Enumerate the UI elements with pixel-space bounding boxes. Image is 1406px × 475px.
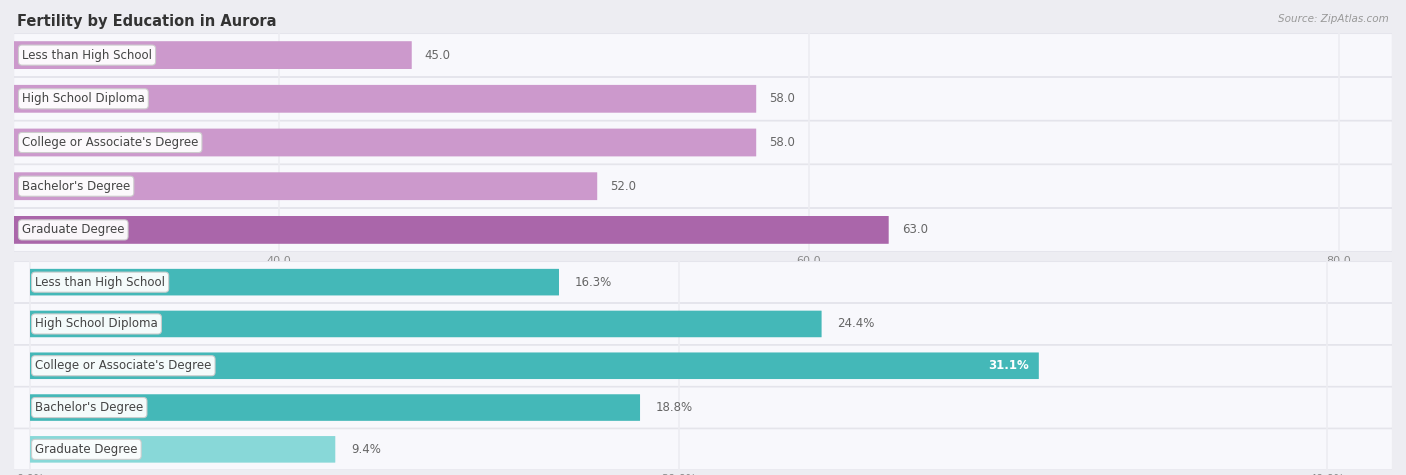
FancyBboxPatch shape <box>30 352 1039 379</box>
Text: Less than High School: Less than High School <box>22 48 152 62</box>
FancyBboxPatch shape <box>14 172 598 200</box>
Text: 9.4%: 9.4% <box>352 443 381 456</box>
FancyBboxPatch shape <box>14 41 412 69</box>
FancyBboxPatch shape <box>14 345 1392 386</box>
FancyBboxPatch shape <box>30 311 821 337</box>
Text: 31.1%: 31.1% <box>988 359 1029 372</box>
FancyBboxPatch shape <box>14 85 756 113</box>
Text: 45.0: 45.0 <box>425 48 451 62</box>
FancyBboxPatch shape <box>30 394 640 421</box>
Text: Bachelor's Degree: Bachelor's Degree <box>35 401 143 414</box>
FancyBboxPatch shape <box>14 216 889 244</box>
FancyBboxPatch shape <box>14 129 756 156</box>
Text: 58.0: 58.0 <box>769 136 796 149</box>
FancyBboxPatch shape <box>14 77 1392 120</box>
Text: Source: ZipAtlas.com: Source: ZipAtlas.com <box>1278 14 1389 24</box>
Text: 16.3%: 16.3% <box>575 276 612 289</box>
Text: 63.0: 63.0 <box>901 223 928 237</box>
Text: Bachelor's Degree: Bachelor's Degree <box>22 180 131 193</box>
FancyBboxPatch shape <box>14 262 1392 303</box>
Text: Graduate Degree: Graduate Degree <box>22 223 125 237</box>
Text: 24.4%: 24.4% <box>838 317 875 331</box>
FancyBboxPatch shape <box>14 34 1392 76</box>
FancyBboxPatch shape <box>14 429 1392 470</box>
Text: 52.0: 52.0 <box>610 180 637 193</box>
FancyBboxPatch shape <box>30 436 335 463</box>
FancyBboxPatch shape <box>14 165 1392 208</box>
FancyBboxPatch shape <box>30 269 560 295</box>
Text: High School Diploma: High School Diploma <box>35 317 157 331</box>
Text: Less than High School: Less than High School <box>35 276 165 289</box>
Text: College or Associate's Degree: College or Associate's Degree <box>35 359 211 372</box>
FancyBboxPatch shape <box>14 387 1392 428</box>
Text: 18.8%: 18.8% <box>657 401 693 414</box>
FancyBboxPatch shape <box>14 121 1392 164</box>
Text: Fertility by Education in Aurora: Fertility by Education in Aurora <box>17 14 277 29</box>
Text: College or Associate's Degree: College or Associate's Degree <box>22 136 198 149</box>
Text: Graduate Degree: Graduate Degree <box>35 443 138 456</box>
FancyBboxPatch shape <box>14 304 1392 344</box>
Text: 58.0: 58.0 <box>769 92 796 105</box>
Text: High School Diploma: High School Diploma <box>22 92 145 105</box>
FancyBboxPatch shape <box>14 209 1392 251</box>
